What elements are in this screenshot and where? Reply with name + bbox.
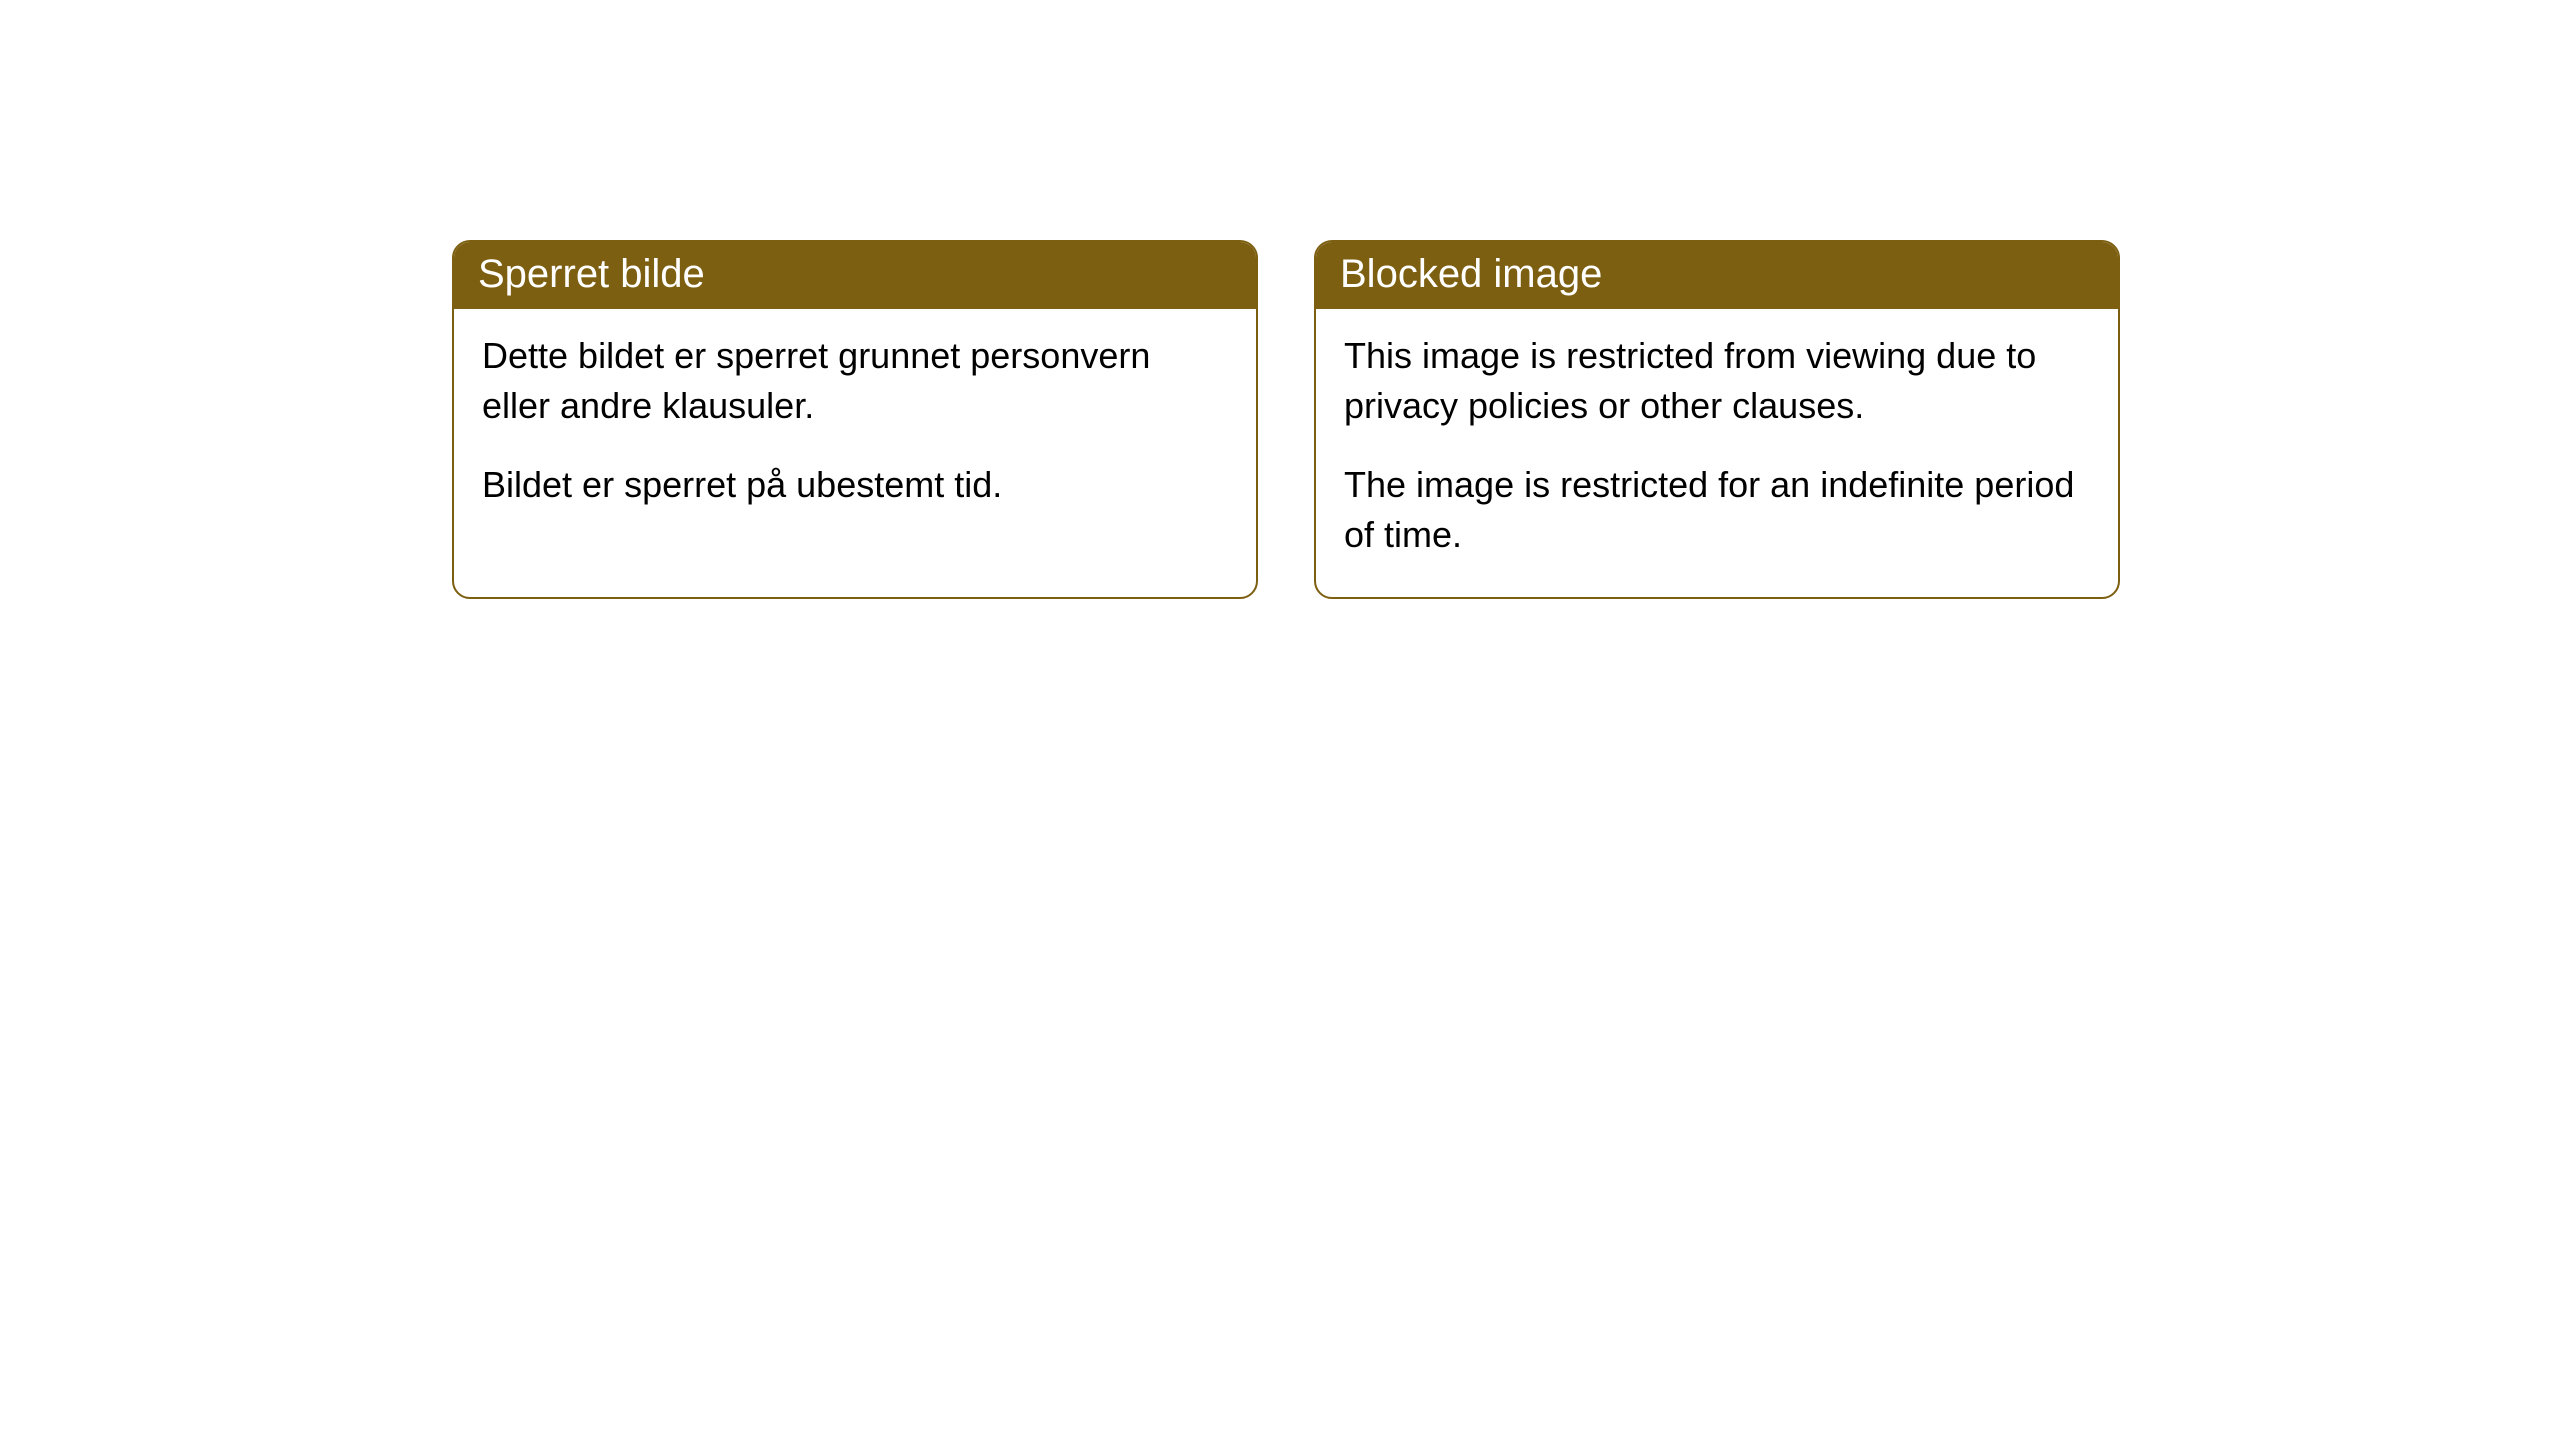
card-paragraph: Bildet er sperret på ubestemt tid. xyxy=(482,460,1228,510)
card-paragraph: The image is restricted for an indefinit… xyxy=(1344,460,2090,561)
card-paragraph: This image is restricted from viewing du… xyxy=(1344,331,2090,432)
card-title: Sperret bilde xyxy=(478,252,705,296)
card-header: Sperret bilde xyxy=(454,242,1256,309)
card-header: Blocked image xyxy=(1316,242,2118,309)
card-paragraph: Dette bildet er sperret grunnet personve… xyxy=(482,331,1228,432)
card-body: Dette bildet er sperret grunnet personve… xyxy=(454,309,1256,546)
card-body: This image is restricted from viewing du… xyxy=(1316,309,2118,597)
blocked-image-card-english: Blocked image This image is restricted f… xyxy=(1314,240,2120,599)
blocked-image-card-norwegian: Sperret bilde Dette bildet er sperret gr… xyxy=(452,240,1258,599)
card-title: Blocked image xyxy=(1340,252,1602,296)
notice-container: Sperret bilde Dette bildet er sperret gr… xyxy=(0,0,2560,599)
